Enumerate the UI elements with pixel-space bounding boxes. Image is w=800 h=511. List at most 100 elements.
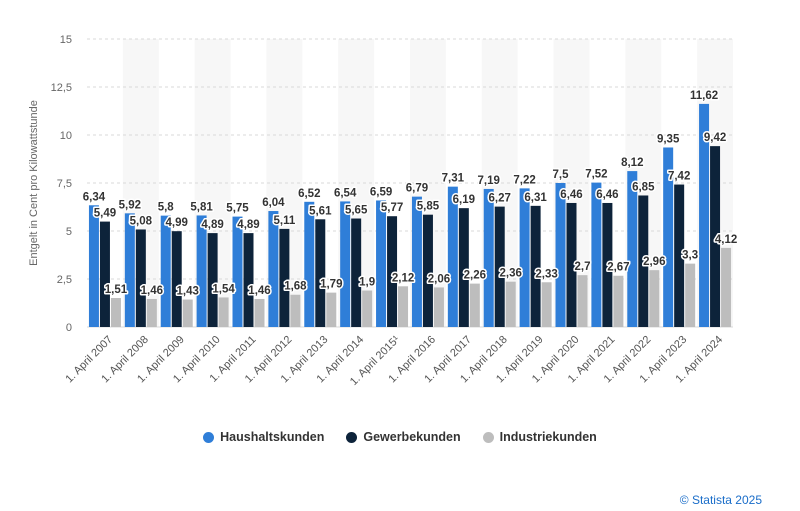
legend-label: Gewerbekunden — [363, 430, 461, 444]
bar-gewerbekunden[interactable] — [530, 205, 541, 327]
bar-haushaltskunden[interactable] — [555, 183, 566, 327]
bar-gewerbekunden[interactable] — [566, 202, 577, 327]
legend-item-haushaltskunden[interactable]: Haushaltskunden — [203, 430, 324, 444]
bar-gewerbekunden[interactable] — [279, 228, 290, 327]
bar-gewerbekunden[interactable] — [602, 202, 613, 327]
bar-gewerbekunden[interactable] — [351, 218, 362, 327]
data-label: 11,62 — [690, 90, 718, 102]
statista-credit-link[interactable]: © Statista 2025 — [679, 493, 762, 507]
data-label: 6,59 — [370, 186, 392, 198]
bar-industriekunden[interactable] — [649, 270, 660, 327]
data-label: 1,68 — [284, 281, 307, 293]
data-label: 6,54 — [334, 187, 357, 199]
bar-gewerbekunden[interactable] — [674, 184, 685, 327]
bar-industriekunden[interactable] — [362, 290, 373, 327]
data-label: 5,75 — [226, 203, 249, 215]
bar-haushaltskunden[interactable] — [304, 201, 315, 327]
bar-haushaltskunden[interactable] — [88, 205, 99, 327]
data-label: 2,7 — [575, 261, 591, 273]
data-label: 5,65 — [345, 205, 368, 217]
bar-haushaltskunden[interactable] — [483, 188, 494, 327]
data-label: 6,34 — [83, 191, 106, 203]
y-tick-label: 0 — [66, 322, 72, 334]
bar-gewerbekunden[interactable] — [99, 221, 110, 327]
bar-haushaltskunden[interactable] — [232, 216, 243, 327]
y-tick-label: 2,5 — [57, 274, 72, 286]
data-label: 6,46 — [560, 189, 582, 201]
bar-industriekunden[interactable] — [290, 294, 301, 327]
bar-industriekunden[interactable] — [110, 298, 121, 327]
bar-gewerbekunden[interactable] — [387, 216, 398, 327]
legend-marker — [203, 431, 215, 443]
value-labels: 6,34 5,49 1,51 5,92 5,08 1,46 5,8 4,99 1,43 5,81 4… — [81, 88, 739, 299]
bar-industriekunden[interactable] — [541, 282, 552, 327]
data-label: 4,99 — [166, 217, 188, 229]
legend-item-industriekunden[interactable]: Industriekunden — [482, 430, 597, 444]
data-label: 7,42 — [668, 171, 690, 183]
bar-haushaltskunden[interactable] — [411, 196, 422, 327]
bar-gewerbekunden[interactable] — [638, 195, 649, 327]
data-label: 8,12 — [621, 157, 643, 169]
data-label: 7,19 — [478, 175, 500, 187]
bar-industriekunden[interactable] — [182, 299, 193, 327]
bar-haushaltskunden[interactable] — [160, 215, 171, 327]
bar-haushaltskunden[interactable] — [268, 211, 279, 327]
data-label: 4,89 — [201, 219, 223, 231]
bar-haushaltskunden[interactable] — [124, 213, 135, 327]
bar-industriekunden[interactable] — [146, 298, 157, 327]
gridlines — [87, 38, 733, 328]
data-label: 5,81 — [190, 201, 213, 213]
data-label: 2,12 — [392, 272, 414, 284]
bar-haushaltskunden[interactable] — [340, 201, 351, 327]
bar-chart: 0 2,5 5 7,5 10 12,5 15 Entgelt in Cent pro Kil… — [28, 34, 739, 388]
bar-haushaltskunden[interactable] — [376, 200, 387, 327]
data-label: 5,92 — [119, 199, 141, 211]
bar-gewerbekunden[interactable] — [710, 146, 721, 327]
bar-industriekunden[interactable] — [577, 275, 588, 327]
data-label: 6,52 — [298, 188, 320, 200]
bar-gewerbekunden[interactable] — [171, 231, 182, 327]
data-label: 5,11 — [274, 215, 296, 227]
data-label: 1,51 — [105, 284, 128, 296]
bar-industriekunden[interactable] — [685, 263, 696, 327]
legend-item-gewerbekunden[interactable]: Gewerbekunden — [346, 430, 461, 444]
bar-haushaltskunden[interactable] — [591, 182, 602, 327]
bar-industriekunden[interactable] — [326, 292, 337, 327]
data-label: 5,85 — [417, 201, 440, 213]
bar-industriekunden[interactable] — [433, 287, 444, 327]
legend-label: Industriekunden — [499, 430, 597, 444]
bar-industriekunden[interactable] — [505, 281, 516, 327]
data-label: 2,67 — [607, 262, 629, 274]
bar-gewerbekunden[interactable] — [422, 214, 433, 327]
bar-haushaltskunden[interactable] — [663, 147, 674, 327]
data-label: 3,3 — [682, 250, 698, 262]
data-label: 5,77 — [381, 202, 403, 214]
bar-gewerbekunden[interactable] — [315, 219, 326, 327]
bar-gewerbekunden[interactable] — [243, 233, 254, 327]
data-label: 7,5 — [553, 169, 570, 181]
bar-gewerbekunden[interactable] — [135, 229, 146, 327]
bar-gewerbekunden[interactable] — [458, 208, 469, 327]
bar-industriekunden[interactable] — [469, 283, 480, 327]
bar-industriekunden[interactable] — [721, 247, 732, 327]
bar-industriekunden[interactable] — [254, 298, 265, 327]
data-label: 6,31 — [524, 192, 547, 204]
data-label: 1,43 — [177, 286, 199, 298]
data-label: 2,26 — [464, 270, 486, 282]
bar-industriekunden[interactable] — [398, 286, 409, 327]
bar-industriekunden[interactable] — [613, 275, 624, 327]
bar-haushaltskunden[interactable] — [627, 171, 638, 327]
bar-haushaltskunden[interactable] — [196, 215, 207, 327]
bar-haushaltskunden[interactable] — [699, 103, 710, 328]
legend: Haushaltskunden Gewerbekunden Industriek… — [0, 430, 800, 444]
bar-haushaltskunden[interactable] — [447, 186, 458, 327]
bar-industriekunden[interactable] — [218, 297, 229, 327]
bar-haushaltskunden[interactable] — [519, 188, 530, 327]
data-label: 9,35 — [657, 133, 680, 145]
data-label: 7,52 — [585, 169, 607, 181]
bar-gewerbekunden[interactable] — [494, 206, 505, 327]
bar-gewerbekunden[interactable] — [207, 233, 218, 327]
data-label: 1,46 — [141, 285, 163, 297]
data-label: 6,85 — [632, 181, 655, 193]
bars — [88, 103, 732, 328]
